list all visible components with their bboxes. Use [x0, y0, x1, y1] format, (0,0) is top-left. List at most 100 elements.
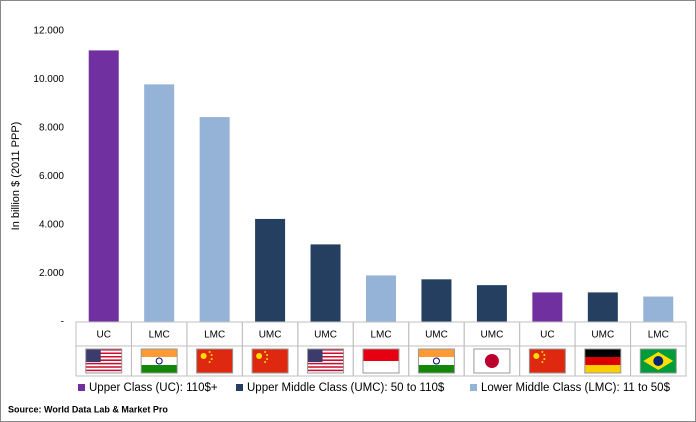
flag-border: [473, 348, 511, 374]
flag-border: [251, 348, 289, 374]
flag-part: [418, 365, 455, 373]
x-tick-label: UMC: [259, 330, 282, 341]
flag-part: [307, 357, 344, 360]
flag-part: [141, 349, 178, 357]
legend-label: Lower Middle Class (LMC): 11 to 50$: [481, 382, 671, 394]
flag: [85, 348, 123, 374]
flag-part: [85, 369, 122, 372]
x-tick-label: UMC: [425, 330, 448, 341]
flag-border: [140, 348, 178, 374]
flag-border: [362, 348, 400, 374]
flag-part: [85, 361, 122, 363]
flag: [251, 348, 289, 374]
y-tick-label: 2.000: [39, 268, 64, 279]
legend-label: Upper Middle Class (UMC): 50 to 110$: [247, 382, 445, 394]
flag-part: [533, 353, 540, 359]
y-tick-label: 12.000: [33, 26, 64, 37]
flag-part: [155, 357, 163, 365]
bar: [421, 279, 452, 322]
flag-part: [141, 357, 178, 365]
flag-part: [85, 362, 122, 365]
flag-border: [528, 348, 566, 374]
flag-part: [418, 357, 455, 365]
flag-part: [307, 349, 344, 351]
bar: [476, 285, 507, 322]
x-tick-label: UC: [540, 330, 554, 341]
flag-part: [85, 364, 122, 367]
legend-swatch: [236, 384, 243, 391]
x-tick-label: LMC: [204, 330, 225, 341]
source: Source: World Data Lab & Market Pro: [8, 404, 168, 414]
legend-swatch: [78, 384, 85, 391]
bar: [587, 292, 618, 322]
flag-part: [363, 349, 399, 361]
flag: [639, 348, 677, 374]
flag-part: [264, 361, 267, 363]
flag-border: [307, 348, 345, 374]
flag-border: [196, 348, 234, 374]
flag-part: [196, 349, 233, 373]
bar: [88, 50, 119, 323]
flag-part: [141, 365, 178, 373]
flag-part: [85, 359, 122, 361]
flag: [140, 348, 178, 374]
flag-part: [584, 349, 621, 357]
x-tick-label: LMC: [149, 330, 170, 341]
flag-part: [529, 349, 566, 373]
flag-part: [584, 365, 621, 373]
flag: [528, 348, 566, 374]
flag-part: [266, 358, 269, 360]
flag-border: [85, 348, 123, 374]
bar: [532, 292, 563, 322]
flag-part: [541, 351, 544, 353]
flag-part: [208, 361, 211, 363]
bar: [643, 296, 674, 322]
x-tick-label: LMC: [648, 330, 669, 341]
flag-part: [584, 357, 621, 365]
flag: [584, 348, 622, 374]
flag-part: [85, 371, 122, 373]
flag-part: [307, 349, 323, 362]
flag: [196, 348, 234, 374]
flag-border: [584, 348, 622, 374]
flag-part: [256, 353, 263, 359]
flag-part: [363, 361, 399, 373]
flag-part: [307, 359, 344, 361]
flag-part: [307, 367, 344, 370]
flag-border: [639, 348, 677, 374]
legend-label: Upper Class (UC): 110$+: [89, 382, 218, 394]
flag-part: [307, 354, 344, 356]
flag-part: [210, 358, 213, 360]
flag-part: [432, 357, 440, 365]
flag-part: [653, 356, 664, 366]
legend-swatch: [470, 384, 477, 391]
flag-part: [418, 349, 455, 357]
flag-part: [307, 369, 344, 372]
y-tick-label: 8.000: [39, 123, 64, 134]
flag-part: [85, 349, 101, 362]
x-tick-label: UMC: [314, 330, 337, 341]
flag-part: [307, 355, 344, 358]
y-axis-label: In billion $ (2011 PPP): [10, 122, 22, 231]
flag-part: [85, 354, 122, 356]
bar: [255, 218, 286, 322]
flag-cell: [630, 345, 687, 377]
flag-part: [307, 364, 344, 367]
flag-part: [264, 351, 267, 353]
y-tick-label: 4.000: [39, 220, 64, 231]
flag-part: [266, 354, 269, 356]
bar: [310, 244, 341, 322]
y-tick-label: 10.000: [33, 74, 64, 85]
flag-part: [543, 358, 546, 360]
flag-part: [85, 350, 122, 353]
flag: [307, 348, 345, 374]
y-tick-label: 6.000: [39, 171, 64, 182]
flag-part: [307, 366, 344, 368]
flag-part: [484, 354, 499, 368]
x-tick-label: LMC: [370, 330, 391, 341]
flag-part: [85, 355, 122, 358]
flag-part: [85, 352, 122, 355]
x-tick-label: UC: [97, 330, 111, 341]
flag: [417, 348, 455, 374]
